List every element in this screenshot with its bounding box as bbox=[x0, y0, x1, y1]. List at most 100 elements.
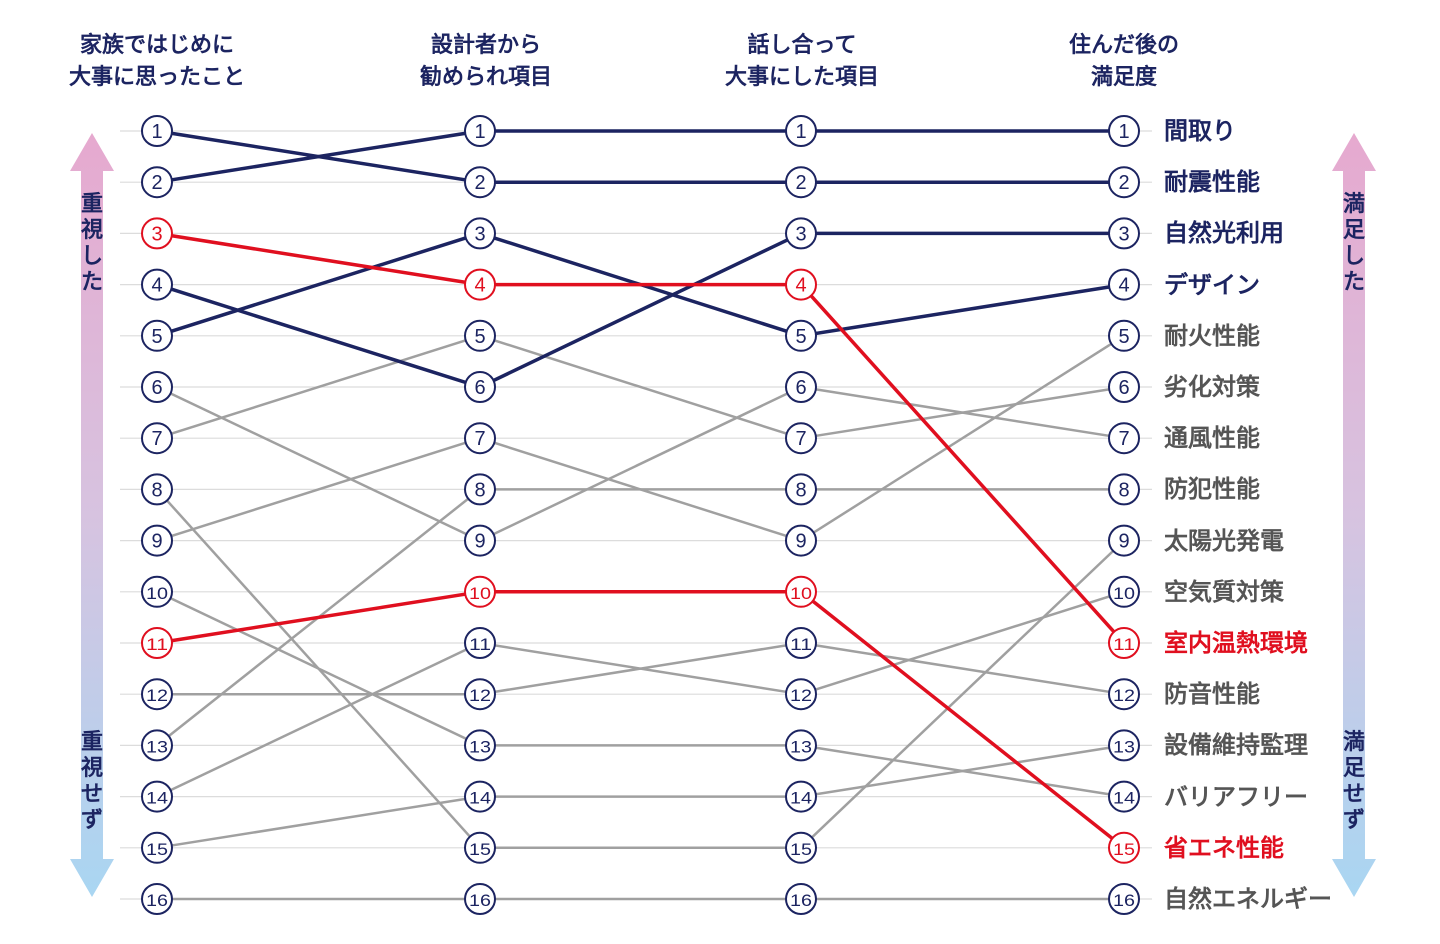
rank-number: 11 bbox=[146, 635, 168, 654]
rank-marker bbox=[1108, 524, 1140, 557]
rank-marker bbox=[785, 166, 817, 199]
rank-marker bbox=[785, 268, 817, 301]
rank-number: 10 bbox=[790, 584, 812, 603]
rank-marker bbox=[785, 883, 817, 915]
rank-number: 4 bbox=[795, 275, 806, 297]
rank-number: 9 bbox=[795, 531, 806, 553]
rank-marker bbox=[785, 217, 817, 250]
rank-number: 16 bbox=[1113, 891, 1135, 910]
series-segment bbox=[156, 795, 481, 850]
rank-number: 1 bbox=[1118, 121, 1129, 143]
series-segment bbox=[156, 231, 481, 287]
right-axis-top-label: 満足した bbox=[1342, 192, 1365, 295]
series-segment bbox=[800, 385, 1125, 440]
rank-number: 3 bbox=[1118, 223, 1129, 245]
rank-marker bbox=[785, 575, 817, 608]
rank-marker bbox=[464, 780, 496, 813]
rank-marker bbox=[141, 166, 173, 199]
rank-number: 10 bbox=[1113, 584, 1135, 603]
series-segment bbox=[156, 437, 481, 542]
rank-marker bbox=[785, 678, 817, 711]
rank-number: 4 bbox=[474, 275, 485, 297]
right-axis-bottom-label: 満足せず bbox=[1342, 730, 1365, 833]
series-segment bbox=[156, 590, 481, 645]
rank-number: 5 bbox=[795, 326, 806, 348]
rank-number: 12 bbox=[790, 686, 812, 705]
rank-marker bbox=[464, 115, 496, 147]
item-label: 室内温熱環境 bbox=[1164, 629, 1308, 657]
rank-marker bbox=[464, 524, 496, 557]
item-label: 間取り bbox=[1164, 117, 1236, 145]
series-segment bbox=[156, 282, 481, 389]
rank-number: 15 bbox=[1113, 840, 1135, 859]
rank-marker bbox=[464, 371, 496, 403]
rank-marker bbox=[141, 524, 173, 557]
rank-marker bbox=[141, 831, 173, 864]
rank-marker bbox=[464, 831, 496, 864]
rank-marker bbox=[785, 319, 817, 352]
rank-number: 12 bbox=[146, 686, 168, 705]
rank-number: 14 bbox=[146, 789, 168, 808]
rank-marker bbox=[141, 883, 173, 915]
item-label: デザイン bbox=[1164, 270, 1260, 299]
header-line: 家族ではじめに bbox=[79, 33, 234, 58]
rank-number: 5 bbox=[1118, 326, 1129, 348]
item-label: 省エネ性能 bbox=[1164, 833, 1284, 862]
header-line: 住んだ後の bbox=[1068, 33, 1179, 58]
rank-marker bbox=[464, 319, 496, 352]
rank-number: 13 bbox=[1113, 737, 1135, 756]
series-segment bbox=[156, 385, 481, 542]
rank-marker bbox=[1108, 473, 1140, 506]
rank-marker bbox=[141, 729, 173, 762]
rank-marker bbox=[785, 422, 817, 455]
rank-marker bbox=[1108, 217, 1140, 250]
rank-marker bbox=[141, 422, 173, 455]
rank-number: 11 bbox=[469, 635, 491, 654]
rank-number: 9 bbox=[1118, 531, 1129, 553]
left-axis-top-label: 重視した bbox=[80, 192, 103, 295]
series-segment bbox=[800, 334, 1125, 542]
rank-number: 16 bbox=[146, 891, 168, 910]
rank-number: 5 bbox=[151, 326, 162, 348]
series-segment bbox=[479, 231, 802, 389]
series-segment bbox=[156, 231, 481, 338]
series-segment bbox=[799, 590, 1126, 850]
rank-marker bbox=[785, 473, 817, 506]
rank-marker bbox=[141, 627, 173, 659]
rank-marker bbox=[141, 473, 173, 506]
rank-marker bbox=[141, 217, 173, 250]
header-line: 設計者から bbox=[430, 33, 541, 58]
rank-marker bbox=[464, 575, 496, 608]
item-label: 通風性能 bbox=[1164, 424, 1260, 453]
rank-number: 6 bbox=[1118, 377, 1129, 399]
rank-number: 3 bbox=[474, 223, 485, 245]
item-label: 防音性能 bbox=[1164, 680, 1260, 709]
rank-number: 9 bbox=[474, 531, 485, 553]
rank-marker bbox=[464, 883, 496, 915]
rank-number: 8 bbox=[795, 479, 806, 501]
rank-number: 12 bbox=[1113, 686, 1135, 705]
header-line: 満足度 bbox=[1090, 65, 1157, 90]
right-double-arrow bbox=[1332, 133, 1376, 897]
rank-number: 8 bbox=[151, 479, 162, 501]
series-segment bbox=[156, 590, 481, 747]
rank-marker bbox=[141, 115, 173, 147]
item-label: 自然エネルギー bbox=[1164, 885, 1332, 913]
rank-number: 5 bbox=[474, 326, 485, 348]
rank-marker bbox=[785, 627, 817, 659]
rank-number: 3 bbox=[151, 223, 162, 245]
rank-marker bbox=[785, 729, 817, 762]
series-segment bbox=[156, 129, 481, 184]
header-line: 大事に思ったこと bbox=[68, 65, 245, 90]
rank-marker bbox=[1108, 422, 1140, 455]
column-header-2: 設計者から 勧められ項目 bbox=[356, 30, 616, 94]
rank-number: 6 bbox=[474, 377, 485, 399]
rank-number: 1 bbox=[151, 121, 162, 143]
series-segment bbox=[800, 282, 1125, 338]
rank-marker bbox=[141, 780, 173, 813]
header-line: 大事にした項目 bbox=[724, 65, 879, 90]
rank-marker bbox=[464, 627, 496, 659]
series-segment bbox=[800, 590, 1125, 696]
rank-number: 14 bbox=[469, 789, 491, 808]
